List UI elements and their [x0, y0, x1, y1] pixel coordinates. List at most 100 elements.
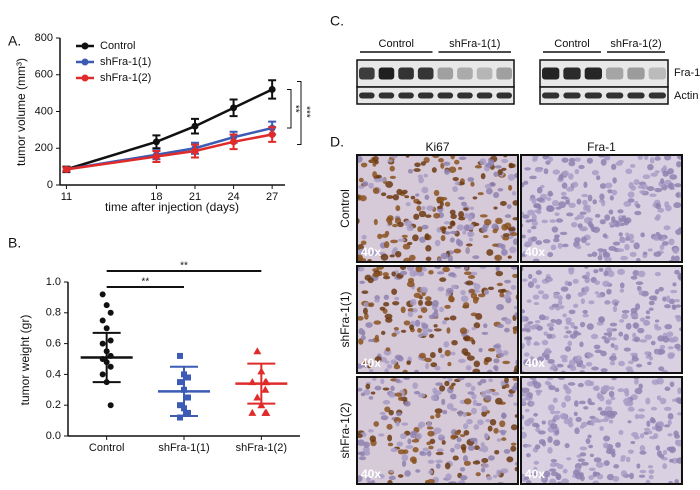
- y-axis-title: tumor volume (mm³): [14, 58, 28, 166]
- nucleus: [658, 286, 664, 292]
- nucleus: [395, 378, 401, 383]
- nucleus: [359, 195, 367, 202]
- nucleus: [567, 382, 576, 386]
- nucleus: [442, 161, 451, 166]
- nucleus: [623, 201, 632, 207]
- nucleus: [487, 286, 495, 291]
- nucleus: [417, 424, 423, 430]
- nucleus: [421, 291, 426, 297]
- nucleus: [648, 295, 657, 301]
- nucleus: [668, 298, 676, 305]
- nucleus: [480, 378, 487, 384]
- nucleus: [526, 453, 531, 458]
- nucleus: [406, 360, 411, 364]
- nucleus: [647, 465, 654, 469]
- nucleus: [609, 322, 618, 327]
- nucleus: [435, 412, 441, 419]
- nucleus: [437, 347, 443, 354]
- nucleus: [512, 273, 518, 278]
- nucleus: [674, 183, 682, 188]
- nucleus: [522, 214, 530, 219]
- nucleus: [531, 277, 538, 284]
- nucleus: [645, 479, 651, 484]
- nucleus: [579, 446, 588, 451]
- nucleus: [536, 186, 543, 194]
- nucleus: [441, 398, 446, 406]
- nucleus: [510, 424, 518, 431]
- nucleus: [527, 321, 534, 325]
- nucleus: [662, 170, 669, 177]
- nucleus: [656, 377, 664, 385]
- nucleus: [523, 323, 531, 330]
- nucleus: [639, 450, 647, 455]
- nucleus: [386, 364, 393, 369]
- nucleus: [665, 295, 671, 303]
- nucleus: [425, 256, 432, 262]
- legend-marker: [81, 42, 89, 50]
- nucleus: [581, 193, 589, 198]
- nucleus: [609, 360, 616, 366]
- nucleus: [357, 451, 364, 456]
- nucleus: [644, 334, 653, 340]
- nucleus: [580, 364, 587, 369]
- nucleus: [438, 434, 444, 438]
- nucleus: [434, 408, 443, 414]
- nucleus: [361, 290, 369, 294]
- nucleus: [588, 401, 596, 406]
- nucleus: [433, 427, 442, 434]
- nucleus: [454, 430, 461, 436]
- nucleus: [473, 322, 481, 329]
- blot-band: [606, 67, 624, 80]
- nucleus: [550, 423, 558, 429]
- nucleus: [477, 381, 483, 386]
- nucleus: [558, 174, 564, 181]
- row-header: shFra-1(1): [338, 291, 352, 347]
- nucleus: [418, 299, 423, 306]
- nucleus: [465, 365, 472, 371]
- nucleus: [523, 336, 532, 341]
- nucleus: [552, 169, 560, 175]
- nucleus: [481, 331, 489, 335]
- y-axis-title: tumor weight (gr): [18, 315, 32, 406]
- nucleus: [627, 233, 635, 240]
- nucleus: [608, 209, 614, 215]
- nucleus: [525, 479, 532, 484]
- nucleus: [668, 338, 677, 343]
- nucleus: [523, 476, 530, 481]
- nucleus: [565, 293, 572, 300]
- nucleus: [390, 447, 398, 453]
- nucleus: [471, 393, 477, 400]
- nucleus: [531, 220, 539, 226]
- image-frame: [356, 376, 519, 485]
- nucleus: [447, 377, 453, 382]
- nucleus: [501, 437, 507, 441]
- nucleus: [621, 309, 630, 314]
- nucleus: [497, 352, 504, 358]
- nucleus: [568, 173, 574, 180]
- nucleus: [368, 429, 374, 433]
- nucleus: [603, 435, 611, 442]
- nucleus: [469, 206, 475, 211]
- nucleus: [493, 427, 499, 434]
- nucleus: [502, 233, 510, 237]
- nucleus: [603, 332, 609, 336]
- nucleus: [374, 294, 380, 301]
- nucleus: [428, 333, 435, 339]
- nucleus: [623, 347, 631, 352]
- nucleus: [606, 288, 612, 295]
- nucleus: [382, 275, 391, 280]
- nucleus: [633, 179, 640, 186]
- nucleus: [529, 175, 537, 180]
- nucleus: [505, 291, 513, 296]
- nucleus: [572, 278, 579, 284]
- nucleus: [579, 341, 584, 348]
- nucleus: [389, 175, 396, 179]
- nucleus: [527, 209, 535, 216]
- nucleus: [524, 395, 530, 401]
- nucleus: [545, 160, 551, 165]
- y-tick-label: 600: [35, 69, 53, 81]
- nucleus: [471, 327, 476, 331]
- nucleus: [451, 284, 458, 290]
- nucleus: [589, 381, 595, 387]
- nucleus: [627, 420, 632, 424]
